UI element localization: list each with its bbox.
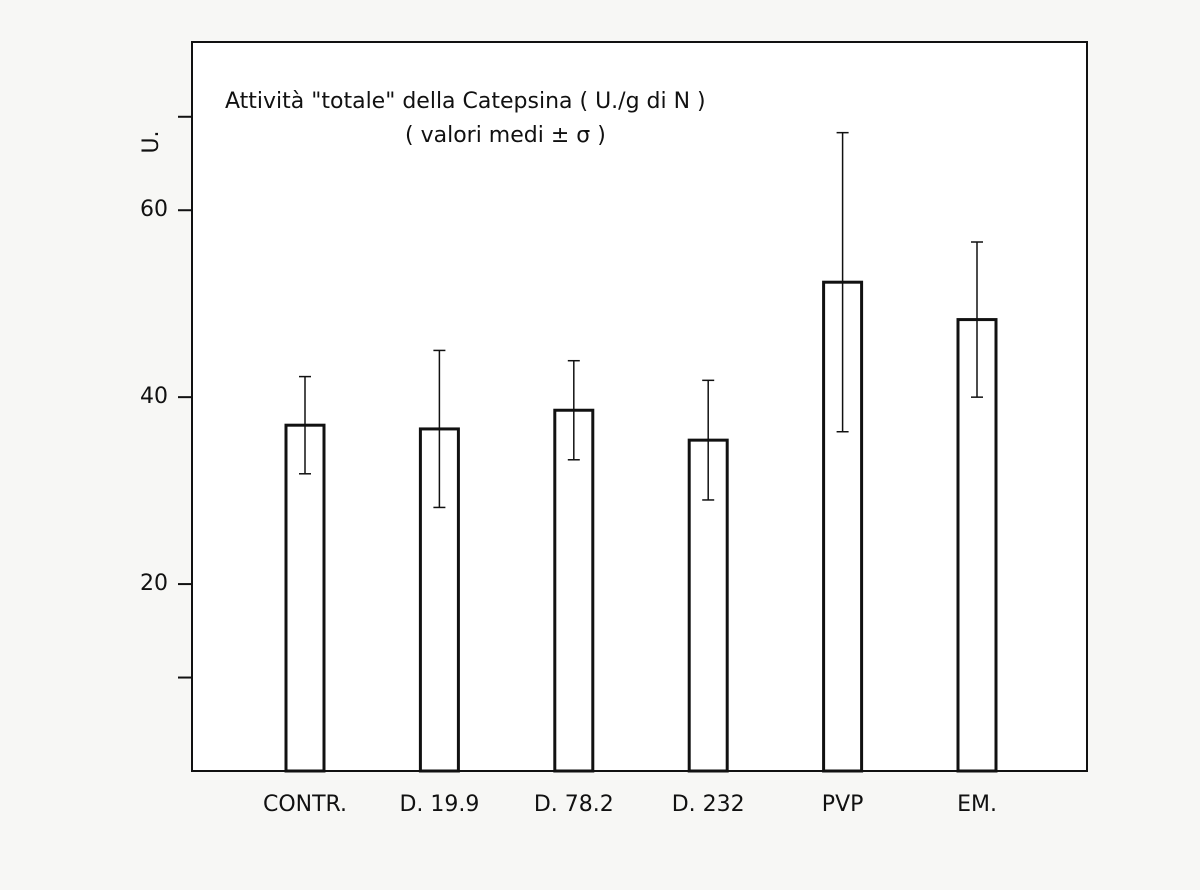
x-tick-label: EM. (957, 792, 997, 817)
y-tick-label: 60 (140, 197, 168, 222)
x-tick-label: PVP (822, 792, 864, 817)
chart-title: Attività "totale" della Catepsina ( U./g… (225, 89, 706, 114)
y-tick-label: 40 (140, 384, 168, 409)
plot-frame (191, 41, 1088, 772)
x-tick-label: D. 19.9 (399, 792, 479, 817)
error-bar (433, 349, 446, 509)
x-tick-label: D. 232 (672, 792, 745, 817)
bar (956, 318, 998, 773)
error-bar (299, 375, 311, 475)
x-tick-label: D. 78.2 (534, 792, 614, 817)
error-bar (836, 131, 849, 433)
chart-subtitle: ( valori medi ± σ ) (405, 123, 606, 148)
y-axis-label: U. (139, 130, 164, 153)
error-bar (702, 379, 715, 501)
bar (553, 408, 595, 773)
x-tick-label: CONTR. (263, 792, 347, 817)
y-tick-label: 20 (140, 571, 168, 596)
bar (284, 423, 326, 773)
error-bar (567, 359, 580, 461)
error-bar (971, 241, 983, 398)
